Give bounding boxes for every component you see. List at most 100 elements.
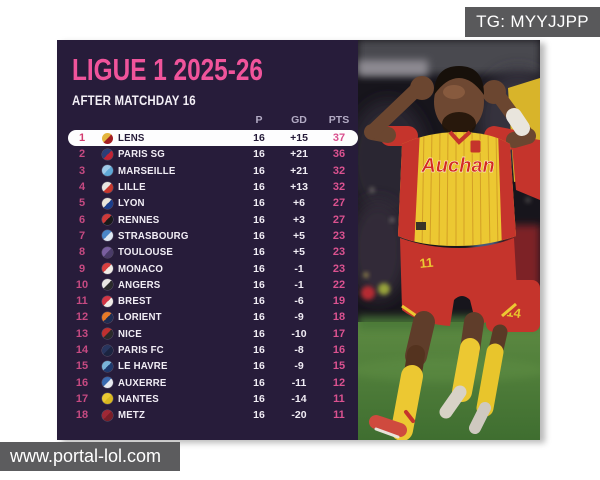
- points-cell: 36: [332, 148, 346, 161]
- goal-diff-cell: -1: [294, 262, 304, 275]
- team-name: TOULOUSE: [118, 246, 173, 259]
- played-cell: 16: [253, 262, 265, 275]
- team-name: MONACO: [118, 262, 164, 275]
- rank-cell: 7: [78, 229, 86, 242]
- player-photo-illustration: 14: [358, 40, 540, 440]
- points-cell: 27: [332, 197, 346, 210]
- points-cell: 22: [332, 278, 346, 291]
- table-row: 3 MARSEILLE 16 +21 32: [68, 163, 358, 179]
- table-row: 10 ANGERS 16 -1 22: [68, 277, 358, 293]
- points-cell: 37: [332, 132, 346, 145]
- team-name: PARIS FC: [118, 344, 164, 356]
- goal-diff-cell: +5: [293, 229, 305, 242]
- table-row: 17 NANTES 16 -14 11: [68, 391, 358, 407]
- team-name: LYON: [118, 197, 145, 210]
- points-cell: 18: [332, 311, 346, 324]
- points-cell: 32: [332, 181, 346, 194]
- team-logo-icon: [101, 409, 113, 421]
- team-logo-icon: [101, 311, 113, 323]
- team-logo-icon: [101, 181, 113, 193]
- rank-cell: 16: [75, 376, 89, 389]
- team-logo-icon: [101, 230, 113, 242]
- table-row: 12 LORIENT 16 -9 18: [68, 309, 358, 325]
- table-row: 7 STRASBOURG 16 +5 23: [68, 228, 358, 244]
- points-cell: 32: [332, 164, 346, 177]
- played-cell: 16: [253, 132, 265, 145]
- goal-diff-cell: +13: [290, 181, 308, 194]
- team-name: METZ: [118, 409, 146, 422]
- table-row: 6 RENNES 16 +3 27: [68, 211, 358, 227]
- played-cell: 16: [253, 246, 265, 259]
- rank-cell: 1: [78, 132, 86, 145]
- played-cell: 16: [253, 213, 265, 226]
- rank-cell: 14: [75, 344, 89, 356]
- rank-cell: 5: [78, 197, 86, 210]
- points-cell: 12: [332, 376, 346, 389]
- points-cell: 11: [333, 409, 345, 422]
- goal-diff-cell: +6: [293, 197, 305, 210]
- team-logo-icon: [101, 344, 113, 356]
- played-cell: 16: [253, 181, 265, 194]
- rank-cell: 9: [78, 262, 86, 275]
- team-logo-icon: [101, 165, 113, 177]
- table-row: 11 BREST 16 -6 19: [68, 293, 358, 309]
- rank-cell: 10: [75, 278, 89, 291]
- team-logo-icon: [101, 377, 113, 389]
- player-shorts-number: 11: [419, 255, 434, 271]
- goal-diff-cell: +3: [293, 213, 305, 226]
- points-cell: 23: [332, 246, 346, 259]
- rank-cell: 15: [75, 360, 89, 373]
- table-row: 15 LE HAVRE 16 -9 15: [68, 358, 358, 374]
- points-cell: 27: [332, 213, 346, 226]
- played-cell: 16: [253, 164, 265, 177]
- player-photo: 14: [358, 40, 540, 440]
- team-logo-icon: [101, 246, 113, 258]
- goal-diff-cell: +5: [293, 246, 305, 259]
- rank-cell: 4: [78, 181, 86, 194]
- team-name: NANTES: [118, 392, 159, 405]
- team-name: NICE: [118, 327, 142, 340]
- points-cell: 23: [332, 229, 346, 242]
- rank-cell: 17: [75, 392, 89, 405]
- col-played: P: [255, 114, 263, 126]
- table-row: 5 LYON 16 +6 27: [68, 195, 358, 211]
- rank-cell: 3: [78, 164, 86, 177]
- team-name: LE HAVRE: [118, 360, 168, 373]
- table-header: P GD PTS: [68, 112, 358, 128]
- rank-cell: 13: [75, 327, 89, 340]
- played-cell: 16: [253, 148, 265, 161]
- goal-diff-cell: -14: [291, 392, 307, 405]
- team-name: LORIENT: [118, 311, 162, 324]
- played-cell: 16: [253, 409, 265, 422]
- telegram-watermark: TG: MYYJJPP: [465, 7, 600, 37]
- rank-cell: 8: [78, 246, 86, 259]
- played-cell: 16: [253, 278, 265, 291]
- table-row: 4 LILLE 16 +13 32: [68, 179, 358, 195]
- team-logo-icon: [101, 279, 113, 291]
- col-goal-diff: GD: [291, 114, 307, 126]
- team-logo-icon: [101, 148, 113, 160]
- team-name: LILLE: [118, 181, 146, 194]
- played-cell: 16: [253, 344, 265, 356]
- table-row: 1 LENS 16 +15 37: [68, 130, 358, 147]
- played-cell: 16: [253, 229, 265, 242]
- team-name: STRASBOURG: [118, 229, 189, 242]
- team-logo-icon: [101, 360, 113, 372]
- played-cell: 16: [253, 360, 265, 373]
- rank-cell: 2: [78, 148, 86, 161]
- team-logo-icon: [101, 132, 113, 144]
- team-logo-icon: [101, 197, 113, 209]
- team-name: AUXERRE: [118, 376, 167, 389]
- played-cell: 16: [253, 311, 265, 324]
- team-name: MARSEILLE: [118, 164, 176, 177]
- page-title: LIGUE 1 2025-26: [72, 53, 263, 88]
- table-row: 2 PARIS SG 16 +21 36: [68, 146, 358, 162]
- standings-rows: 1 LENS 16 +15 37 2 PARIS SG 16 +21 36 3 MARSEILLE 16…: [68, 130, 358, 423]
- standings-graphic: LIGUE 1 2025-26 AFTER MATCHDAY 16 P GD P…: [57, 40, 540, 440]
- main-player: Auchan 11: [364, 66, 536, 440]
- standings-panel: LIGUE 1 2025-26 AFTER MATCHDAY 16 P GD P…: [57, 40, 358, 440]
- played-cell: 16: [253, 197, 265, 210]
- team-logo-icon: [101, 328, 113, 340]
- played-cell: 16: [253, 327, 265, 340]
- points-cell: 16: [332, 344, 346, 356]
